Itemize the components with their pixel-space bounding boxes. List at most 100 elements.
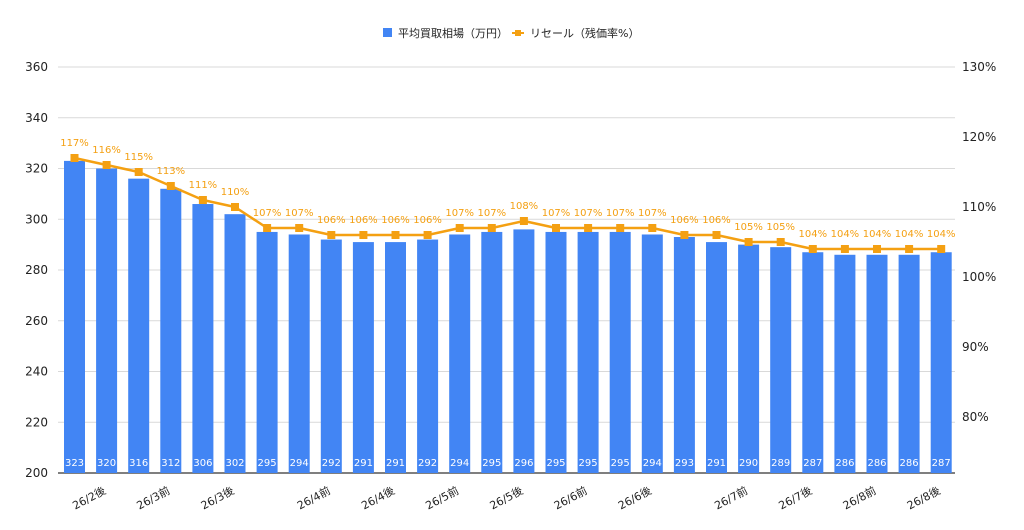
y-right-tick-label: 100% xyxy=(962,270,996,284)
line-value-label: 106% xyxy=(317,215,346,226)
bar-value-label: 294 xyxy=(450,458,469,469)
x-axis-labels: 26/2後 26/3前 26/3後 26/4前 26/4後 26/5前 26/5後 26/6前… xyxy=(70,483,943,512)
line-value-label: 104% xyxy=(863,229,892,240)
line-value-label: 108% xyxy=(510,201,539,212)
line-point xyxy=(327,231,336,239)
bar-value-label: 294 xyxy=(290,458,309,469)
bar xyxy=(706,242,727,473)
bar-value-label: 291 xyxy=(707,458,726,469)
bar xyxy=(417,239,439,473)
line-point xyxy=(391,231,400,239)
resale-line xyxy=(74,156,942,251)
line-value-label: 104% xyxy=(831,229,860,240)
bar xyxy=(320,239,342,473)
bar-value-label: 306 xyxy=(193,458,212,469)
bar xyxy=(224,214,246,474)
line-point xyxy=(905,245,914,253)
x-tick-label: 26/6後 xyxy=(616,483,654,512)
line-point xyxy=(680,231,689,239)
x-tick-label: 26/3前 xyxy=(134,483,172,512)
line-point xyxy=(134,168,143,176)
line-point xyxy=(102,161,111,169)
line-point xyxy=(648,224,657,232)
line-value-label: 107% xyxy=(542,208,571,219)
bar xyxy=(673,237,695,473)
line-value-label: 106% xyxy=(349,215,378,226)
legend-marker-bar xyxy=(383,28,392,37)
bar-value-label: 316 xyxy=(129,458,148,469)
bar xyxy=(385,242,406,473)
line-point xyxy=(263,224,272,232)
line-value-label: 111% xyxy=(189,180,218,191)
y-left-tick-label: 320 xyxy=(25,162,48,176)
bar xyxy=(160,188,182,474)
bar-value-label: 295 xyxy=(579,458,598,469)
bar-value-label: 295 xyxy=(546,458,565,469)
line-value-label: 106% xyxy=(413,215,442,226)
y-left-tick-label: 340 xyxy=(25,111,48,125)
y-left-tick-label: 260 xyxy=(25,314,48,328)
x-tick-label: 26/5前 xyxy=(423,483,461,512)
x-tick-label: 26/6前 xyxy=(551,483,589,512)
bar-value-label: 312 xyxy=(161,458,180,469)
bar-value-label: 295 xyxy=(482,458,501,469)
bar xyxy=(352,242,374,473)
line-value-label: 110% xyxy=(221,187,250,198)
line-point xyxy=(70,154,79,162)
bar xyxy=(930,252,952,473)
bar xyxy=(641,234,663,473)
bar xyxy=(802,252,824,473)
line-value-label: 115% xyxy=(124,152,153,163)
bar xyxy=(738,244,760,473)
x-tick-label: 26/8前 xyxy=(840,483,878,512)
legend: 平均買取相場（万円） リセール（残価率%） xyxy=(383,26,639,40)
x-tick-label: 26/8後 xyxy=(905,483,943,512)
x-tick-label: 26/5後 xyxy=(487,483,525,512)
y-axis-left: 200 220 240 260 280 300 320 340 360 xyxy=(25,60,48,480)
y-right-tick-label: 130% xyxy=(962,60,996,74)
line-point xyxy=(423,231,432,239)
bar-value-label: 286 xyxy=(867,458,886,469)
line-point xyxy=(552,224,560,232)
x-tick-label: 26/2後 xyxy=(70,483,108,512)
line-point xyxy=(744,238,753,246)
bar-value-label: 295 xyxy=(611,458,630,469)
bar-value-label: 287 xyxy=(803,458,822,469)
y-right-tick-label: 90% xyxy=(962,340,989,354)
line-point xyxy=(937,245,946,253)
x-tick-label: 26/4後 xyxy=(359,483,397,512)
line-point xyxy=(455,224,464,232)
bar-series: 323 320 316 312 306 302 295 294 292 291 291 292 294 2… xyxy=(64,160,952,474)
line-value-label: 117% xyxy=(60,138,89,149)
bar-value-label: 302 xyxy=(225,458,244,469)
line-point xyxy=(519,217,528,225)
line-point xyxy=(166,182,175,190)
bar-value-label: 291 xyxy=(354,458,373,469)
legend-label-line: リセール（残価率%） xyxy=(530,26,639,40)
line-value-label: 106% xyxy=(702,215,731,226)
line-value-label: 104% xyxy=(895,229,924,240)
bar xyxy=(609,231,631,473)
line-point xyxy=(712,231,721,239)
line-point xyxy=(584,224,593,232)
y-left-tick-label: 300 xyxy=(25,212,48,226)
bar-value-label: 292 xyxy=(418,458,437,469)
bar-value-label: 323 xyxy=(65,458,84,469)
bar-value-label: 290 xyxy=(739,458,758,469)
line-value-label: 107% xyxy=(606,208,635,219)
line-value-label: 113% xyxy=(157,166,186,177)
line-point xyxy=(359,231,368,239)
bar-value-label: 295 xyxy=(258,458,277,469)
line-value-label: 105% xyxy=(766,222,795,233)
bar xyxy=(834,254,856,473)
bar-value-label: 289 xyxy=(771,458,790,469)
bar xyxy=(545,231,567,473)
bar-value-label: 320 xyxy=(97,458,116,469)
line-point xyxy=(295,224,304,232)
line-value-label: 107% xyxy=(445,208,474,219)
line-point xyxy=(487,224,496,232)
bar-value-label: 294 xyxy=(643,458,662,469)
line-series: 117%116%115%113%111%110%107% 107%106% 106%… xyxy=(60,138,955,253)
line-point xyxy=(840,245,849,253)
